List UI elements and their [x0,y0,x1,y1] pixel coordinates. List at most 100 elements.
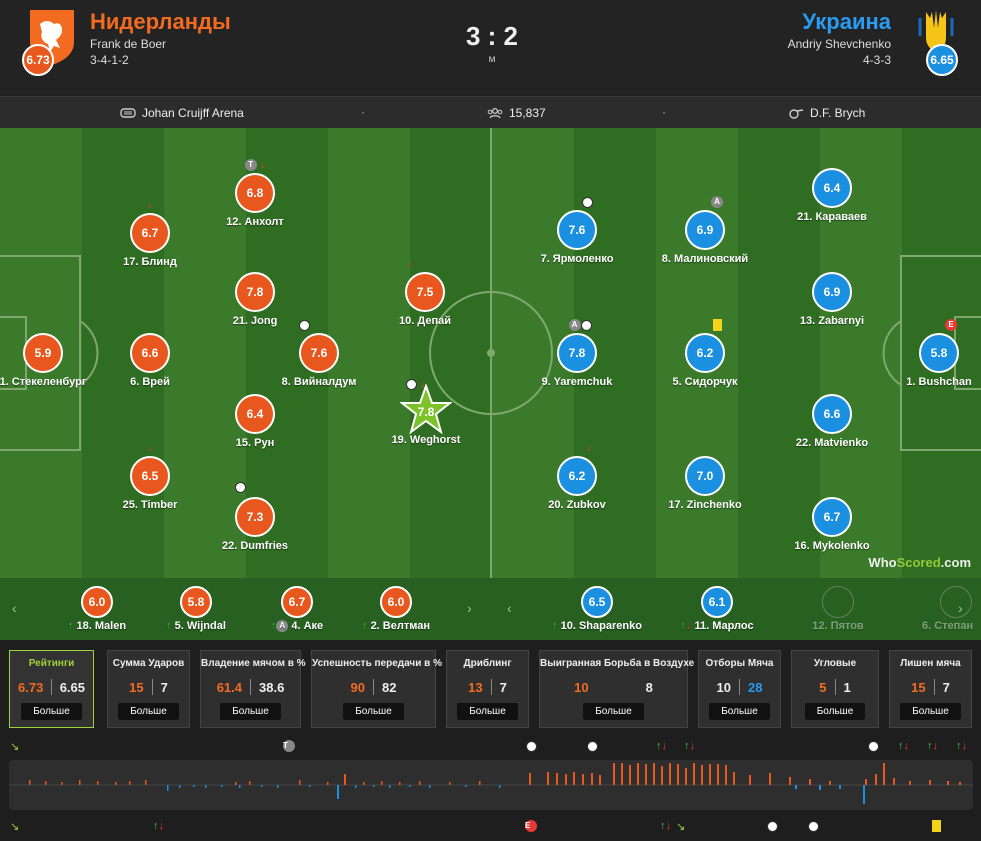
stat-shots[interactable]: Сумма Ударов 15 7 Больше [107,650,190,728]
player-away-zubkov[interactable]: ↓ 6.2 20. Zubkov [522,442,632,511]
more-button[interactable]: Больше [118,703,179,720]
player-away-yarmolenko[interactable]: 7.6 7. Ярмоленко [522,196,632,265]
kickoff-icon[interactable]: ↘ [10,821,20,833]
goal-ball-icon[interactable] [808,820,819,832]
substitution-icon[interactable]: ↑↓ [684,740,695,752]
stat-ratings[interactable]: Рейтинги 6.73 6.65 Больше [9,650,94,728]
away-subs-prev-arrow-icon[interactable]: ‹ [507,600,512,616]
player-home-blind[interactable]: ↓ 6.7 17. Блинд [95,199,205,268]
away-team-name[interactable]: Украина [802,9,891,34]
substitution-icon[interactable]: ↑↓ [656,740,667,752]
sub-on-arrow-icon: ↑ [552,620,558,632]
more-button[interactable]: Больше [343,703,404,720]
player-home-depay[interactable]: ↓ 7.5 10. Депай [370,258,480,327]
fulltime-icon[interactable]: ↘ [676,821,686,833]
error-e-icon[interactable]: E [525,820,537,833]
player-name: ↑ A 4. Аке [270,620,324,633]
substitution-icon[interactable]: ↑↓ [660,820,671,832]
player-home-stekelenburg[interactable]: 5.9 1. Стекеленбург [0,333,98,388]
substitution-icon[interactable]: ↑↓ [956,740,967,752]
player-home-anholt[interactable]: T ↓ 6.8 12. Анхолт [200,159,310,228]
kickoff-icon[interactable]: ↘ [10,741,20,753]
more-button[interactable]: Больше [457,703,518,720]
player-away-zabarnyi[interactable]: 6.9 13. Zabarnyi [777,272,887,327]
player-events: ↓ [95,199,205,211]
goal-ball-icon[interactable] [526,740,537,752]
sub-on-arrow-icon: ↑ [680,620,686,632]
assist-a-icon: A [568,319,581,332]
sub-home-ake[interactable]: 6.7 ↑ A 4. Аке [252,586,342,633]
player-away-yaremchuk[interactable]: A 7.8 9. Yaremchuk [522,319,632,388]
momentum-chart [9,760,973,810]
home-formation: 3-4-1-2 [90,53,129,67]
player-away-bushchan[interactable]: E 5.8 1. Bushchan [884,319,981,388]
goal-ball-icon[interactable] [587,740,598,752]
venue-name: Johan Cruijff Arena [142,106,244,120]
player-home-weghorst[interactable]: ↓ 7.8 19. Weghorst [371,378,481,446]
stat-values: 61.4 38.6 [216,679,285,695]
player-home-dumfries[interactable]: 7.3 22. Dumfries [200,481,310,552]
stat-values: 10 8 [574,679,653,695]
more-button[interactable]: Больше [804,703,866,720]
player-name: 21. Jong [232,315,278,327]
more-button[interactable]: Больше [21,703,82,720]
player-away-sydorchuk[interactable]: 6.2 5. Сидорчук [650,319,760,388]
player-name: 16. Mykolenko [794,540,870,552]
player-events [249,319,359,331]
player-home-jong[interactable]: 7.8 21. Jong [200,272,310,327]
player-rating: 6.4 [235,394,275,434]
player-away-malinovskyi[interactable]: A 6.9 8. Малиновский [650,196,760,265]
stat-aerials-won[interactable]: Выигранная Борьба в Воздухе 10 8 Больше [539,650,694,728]
player-name: ↑ 2. Велтман [362,620,430,632]
away-team-rating: 6.65 [926,44,958,76]
stat-values: 90 82 [350,679,397,695]
subs-next-arrow-icon[interactable]: › [467,600,472,616]
player-home-wijnaldum[interactable]: 7.6 8. Вийналдум [264,319,374,388]
substitution-icon[interactable]: ↑↓ [153,820,164,832]
captain-t-icon[interactable]: T [283,740,295,753]
player-home-vrij[interactable]: 6.6 6. Врей [95,333,205,388]
player-rating: 6.9 [685,210,725,250]
player-away-zinchenko[interactable]: 7.0 17. Zinchenko [650,456,760,511]
goal-ball-icon[interactable] [868,740,879,752]
player-home-roon[interactable]: 6.4 15. Рун [200,394,310,449]
substitution-icon[interactable]: ↑↓ [898,740,909,752]
player-away-mykolenko[interactable]: 6.7 16. Mykolenko [777,497,887,552]
stat-dispossessed[interactable]: Лишен мяча 15 7 Больше [889,650,972,728]
more-button[interactable]: Больше [583,703,644,720]
player-home-timber[interactable]: ↓ 6.5 25. Timber [95,442,205,511]
player-events: ↓ [355,258,465,270]
stat-pass-accuracy[interactable]: Успешность передачи в % 90 82 Больше [311,650,442,728]
sub-home-malen[interactable]: 6.0 ↑ 18. Malen [52,586,142,632]
player-name: 21. Караваев [797,211,867,223]
goal-ball-icon [580,319,592,331]
sub-away-marlos[interactable]: 6.1 ↑↓ 11. Марлос [672,586,762,632]
stat-title: Лишен мяча [900,658,961,669]
sub-home-wijndal[interactable]: 5.8 ↑ 5. Wijndal [151,586,241,632]
sub-away-stepanenko[interactable]: 6. Степан [914,586,981,632]
stat-possession[interactable]: Владение мячом в % 61.4 38.6 Больше [200,650,306,728]
home-team-name[interactable]: Нидерланды [90,9,231,34]
substitution-icon[interactable]: ↑↓ [927,740,938,752]
stat-dribbles[interactable]: Дриблинг 13 7 Больше [446,650,529,728]
stat-values: 13 7 [468,679,507,695]
player-name: ↑ 5. Wijndal [166,620,226,632]
player-away-karavaev[interactable]: 6.4 21. Караваев [777,168,887,223]
subs-prev-arrow-icon[interactable]: ‹ [12,600,17,616]
referee-info: D.F. Brych [788,106,865,120]
more-button[interactable]: Больше [709,703,770,720]
stat-tackles[interactable]: Отборы Мяча 10 28 Больше [698,650,781,728]
sub-away-shaparenko[interactable]: 6.5 ↑ 10. Shaparenko [552,586,642,632]
logo-part: .com [940,555,971,570]
goal-ball-icon [298,319,310,331]
more-button[interactable]: Больше [900,703,961,720]
player-away-matvienko[interactable]: 6.6 22. Matvienko [777,394,887,449]
player-name: 13. Zabarnyi [799,315,865,327]
sub-home-veltman[interactable]: 6.0 ↑ 2. Велтман [351,586,441,632]
yellow-card-icon[interactable] [932,820,941,833]
more-button[interactable]: Больше [220,703,281,720]
goal-ball-icon[interactable] [767,820,778,832]
player-events: E [896,319,981,332]
sub-away-pyatov[interactable]: 12. Пятов [793,586,883,632]
